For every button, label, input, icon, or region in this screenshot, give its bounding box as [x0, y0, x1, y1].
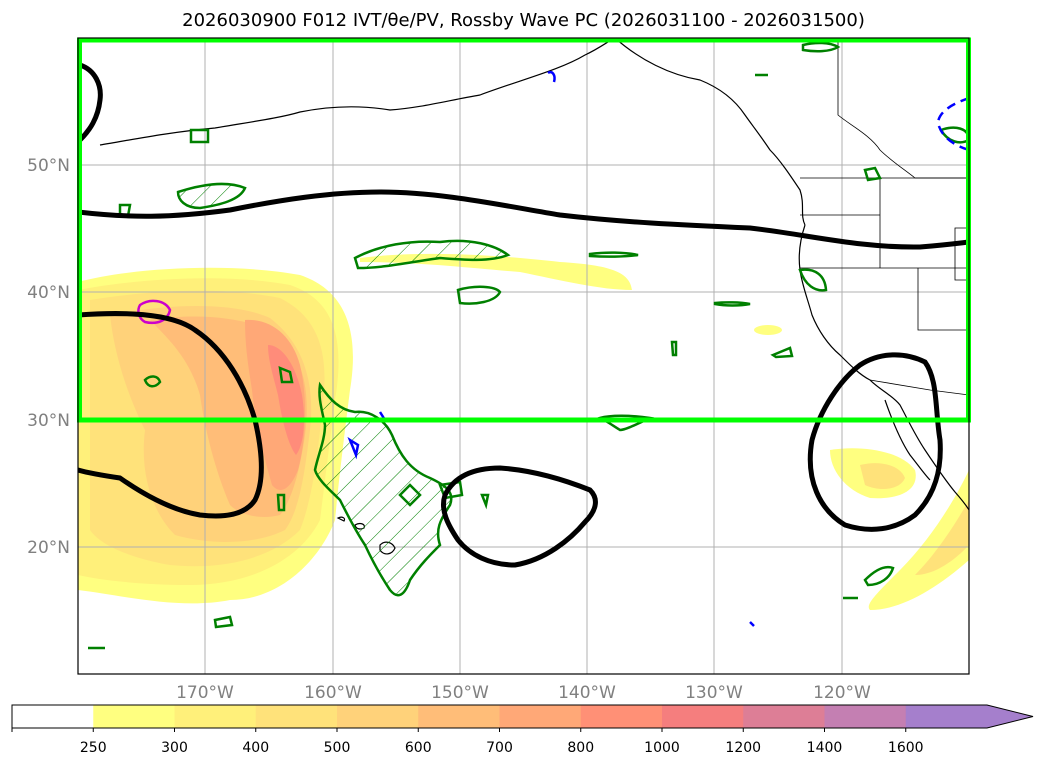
- blue-contour-1: [547, 70, 556, 83]
- colorbar-cell: [255, 705, 338, 728]
- ivt-region-west-800: [268, 345, 304, 455]
- colorbar-tick-label: 1400: [807, 740, 843, 756]
- colorbar-cell: [12, 705, 94, 728]
- ivt-region-southeast-core: [915, 500, 969, 575]
- green-contour-6: [713, 301, 751, 307]
- colorbar-cell: [580, 705, 663, 728]
- colorbar-cell: [905, 705, 1033, 728]
- green-contour-8: [798, 268, 828, 292]
- ivt-region-mid-band: [360, 253, 632, 290]
- green-contour-12: [596, 414, 655, 432]
- border-states-5: [954, 227, 969, 281]
- green-contour-13: [213, 615, 234, 629]
- green-contour-20: [88, 73, 858, 650]
- green-contour-10: [398, 483, 422, 507]
- colorbar-tick-label: 300: [161, 740, 188, 756]
- lon-label-150w: 150°W: [431, 683, 489, 703]
- colorbar-tick-label: 1600: [888, 740, 924, 756]
- hatched-region-hawaii: [313, 381, 453, 597]
- borders: [800, 38, 969, 396]
- black-contour-west: [78, 311, 264, 519]
- black-contour-center-loop: [441, 465, 598, 568]
- ivt-region-southeast: [868, 470, 969, 610]
- lon-label-120w: 120°W: [813, 683, 871, 703]
- green-contour-5: [588, 251, 639, 258]
- ivt-region-baja-core: [860, 463, 905, 490]
- colorbar-tick-label: 1200: [725, 740, 761, 756]
- green-contour-18: [276, 493, 286, 512]
- hatched-region-north-2: [176, 182, 247, 210]
- colorbar-cell: [93, 705, 175, 728]
- lat-label-30: 30°N: [27, 411, 70, 431]
- coastline-alaska-south: [614, 38, 806, 226]
- lat-label-50: 50°N: [27, 156, 70, 176]
- green-contours: [88, 41, 969, 650]
- blue-contour-3: [749, 621, 755, 627]
- green-contour-1: [456, 285, 502, 305]
- green-contour-7: [770, 346, 794, 359]
- colorbar-cell: [743, 705, 825, 728]
- colorbar-cell: [418, 705, 500, 728]
- border-canada-us-alaska: [837, 38, 969, 179]
- colorbar-cell: [337, 705, 419, 728]
- lat-label-20: 20°N: [27, 538, 70, 558]
- coastline-hawaii-3: [336, 516, 346, 522]
- colorbar-cells: [12, 705, 1033, 728]
- border-mexico: [869, 379, 969, 396]
- green-contour-2: [189, 128, 210, 144]
- pv-hatched-regions: [176, 182, 895, 597]
- colorbar-cell: [174, 705, 257, 728]
- chart-title: 2026030900 F012 IVT/θe/PV, Rossby Wave P…: [182, 10, 865, 31]
- colorbar-cell: [662, 705, 744, 728]
- colorbar-ticks: 250 300 400 500 600 700 800 1000 1200 1400 1600: [11, 728, 924, 756]
- lon-label-130w: 130°W: [685, 683, 743, 703]
- ivt-region-small-patch: [754, 325, 782, 335]
- colorbar-cell: [499, 705, 582, 728]
- coastline-baja: [884, 399, 931, 481]
- green-contour-15: [863, 166, 882, 182]
- colorbar-tick-label: 1000: [644, 740, 680, 756]
- hatched-region-north-1: [353, 239, 511, 270]
- lon-label-160w: 160°W: [304, 683, 362, 703]
- black-contour-east-loop: [807, 352, 943, 532]
- colorbar-cell: [824, 705, 907, 728]
- black-contour-north: [78, 189, 969, 250]
- green-contour-17: [480, 493, 490, 510]
- map-frame: [77, 37, 970, 675]
- green-contour-14: [143, 375, 162, 388]
- lon-label-170w: 170°W: [176, 683, 234, 703]
- colorbar-tick-label: 500: [324, 740, 351, 756]
- colorbar: 250 300 400 500 600 700 800 1000 1200 1400 1600: [11, 704, 1034, 756]
- border-states-4: [917, 268, 969, 331]
- black-contours: [78, 62, 969, 568]
- colorbar-tick-label: 800: [567, 740, 594, 756]
- green-contour-4: [801, 41, 841, 53]
- colorbar-tick-label: 400: [242, 740, 269, 756]
- green-contour-16: [670, 340, 678, 357]
- lat-label-40: 40°N: [27, 283, 70, 303]
- coastline-alaska-aleutians: [99, 38, 616, 146]
- colorbar-outline: [11, 704, 1034, 729]
- black-contour-northwest: [78, 62, 103, 143]
- green-contour-19: [278, 366, 294, 384]
- colorbar-tick-label: 250: [80, 740, 107, 756]
- colorbar-tick-label: 700: [486, 740, 513, 756]
- hatched-region-baja-small: [863, 565, 895, 587]
- colorbar-tick-label: 600: [405, 740, 432, 756]
- lon-label-140w: 140°W: [558, 683, 616, 703]
